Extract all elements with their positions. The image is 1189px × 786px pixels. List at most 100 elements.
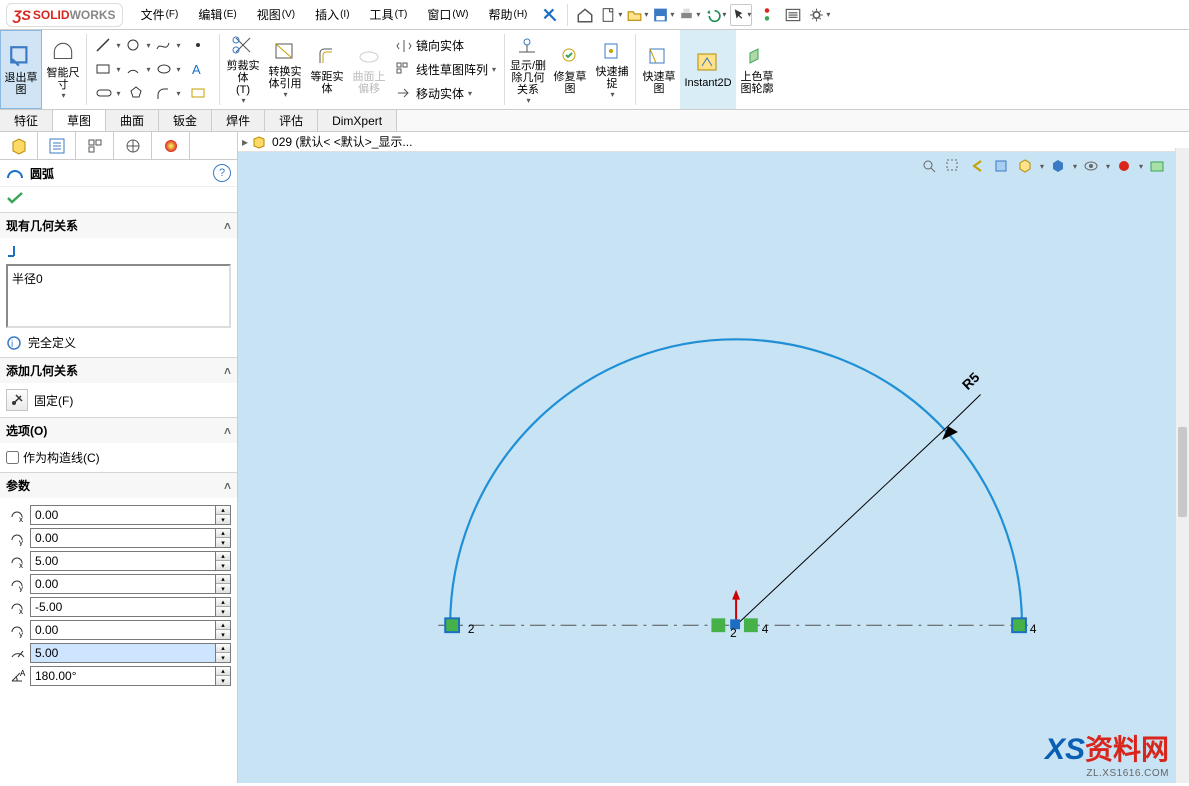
rapid-sketch-button[interactable]: 快速草图: [638, 30, 680, 109]
params-header[interactable]: 参数˄: [0, 473, 237, 498]
offset-button[interactable]: 等距实体: [306, 30, 348, 109]
param-spinner-2[interactable]: ▴▾: [216, 551, 231, 571]
tab-weldments[interactable]: 焊件: [212, 110, 265, 131]
move-button[interactable]: 移动实体▾: [396, 82, 496, 104]
linear-pattern-button[interactable]: 线性草图阵列▾: [396, 58, 496, 80]
zoom-fit-icon[interactable]: [919, 156, 939, 176]
circle-tool[interactable]: ▾: [125, 35, 151, 55]
scene-icon[interactable]: [1147, 156, 1167, 176]
gear-icon[interactable]: ▾: [808, 4, 830, 26]
menu-file[interactable]: 文件(F): [131, 0, 189, 30]
pin-icon[interactable]: [539, 4, 561, 26]
convert-button[interactable]: 转换实体引用▾: [264, 30, 306, 109]
svg-text:4: 4: [762, 622, 769, 636]
fully-defined-row: i 完全定义: [6, 332, 231, 353]
view-orient-icon[interactable]: [1015, 156, 1035, 176]
help-icon[interactable]: ?: [213, 164, 231, 182]
polygon-tool[interactable]: [125, 83, 151, 103]
tab-features[interactable]: 特征: [0, 110, 53, 131]
tab-sheetmetal[interactable]: 钣金: [159, 110, 212, 131]
menu-help[interactable]: 帮助(H): [478, 0, 537, 30]
section-view-icon[interactable]: [991, 156, 1011, 176]
param-input-3[interactable]: 0.00: [30, 574, 216, 594]
hide-show-icon[interactable]: [1081, 156, 1101, 176]
param-input-5[interactable]: 0.00: [30, 620, 216, 640]
zoom-area-icon[interactable]: [943, 156, 963, 176]
rectangle-tool[interactable]: ▾: [95, 59, 121, 79]
relations-list[interactable]: 半径0: [6, 264, 231, 328]
fixed-button[interactable]: 固定(F): [6, 389, 231, 411]
existing-relations-header[interactable]: 现有几何关系˄: [0, 213, 237, 238]
shaded-contour-button[interactable]: 上色草图轮廓: [736, 30, 778, 109]
param-spinner-0[interactable]: ▴▾: [216, 505, 231, 525]
plane-tool[interactable]: [185, 83, 211, 103]
graphics-canvas[interactable]: ▾ ▾ ▾ ▾ R5: [238, 152, 1175, 783]
exit-sketch-button[interactable]: 退出草图: [0, 30, 42, 109]
param-icon: y: [6, 622, 30, 638]
tab-dimxpert[interactable]: DimXpert: [318, 110, 397, 131]
panel-tab-feature[interactable]: [0, 132, 38, 159]
view-toolbar: ▾ ▾ ▾ ▾: [919, 156, 1167, 176]
construction-checkbox[interactable]: 作为构造线(C): [6, 447, 231, 468]
param-input-2[interactable]: 5.00: [30, 551, 216, 571]
panel-tab-appearance[interactable]: [152, 132, 190, 159]
menu-insert[interactable]: 插入(I): [305, 0, 359, 30]
home-icon[interactable]: [574, 4, 596, 26]
spline-tool[interactable]: ▾: [155, 35, 181, 55]
text-tool[interactable]: A: [185, 59, 211, 79]
print-icon[interactable]: ▾: [678, 4, 700, 26]
param-spinner-5[interactable]: ▴▾: [216, 620, 231, 640]
new-icon[interactable]: ▾: [600, 4, 622, 26]
options-header[interactable]: 选项(O)˄: [0, 418, 237, 443]
cursor-icon[interactable]: ▾: [730, 4, 752, 26]
svg-text:y: y: [19, 538, 23, 546]
panel-tab-property[interactable]: [38, 132, 76, 159]
param-spinner-6[interactable]: ▴▾: [216, 643, 231, 663]
tab-sketch[interactable]: 草图: [53, 110, 106, 131]
param-spinner-7[interactable]: ▴▾: [216, 666, 231, 686]
undo-icon[interactable]: ▾: [704, 4, 726, 26]
command-tabs: 特征 草图 曲面 钣金 焊件 评估 DimXpert: [0, 110, 1189, 132]
slot-tool[interactable]: ▾: [95, 83, 121, 103]
param-input-4[interactable]: -5.00: [30, 597, 216, 617]
param-spinner-1[interactable]: ▴▾: [216, 528, 231, 548]
instant2d-button[interactable]: Instant2D: [680, 30, 736, 109]
repair-sketch-button[interactable]: 修复草图: [549, 30, 591, 109]
show-relations-button[interactable]: 显示/删除几何关系▾: [507, 30, 549, 109]
menu-tools[interactable]: 工具(T): [360, 0, 418, 30]
panel-tab-dimxpert[interactable]: [114, 132, 152, 159]
menu-view[interactable]: 视图(V): [247, 0, 305, 30]
list-icon[interactable]: [782, 4, 804, 26]
prev-view-icon[interactable]: [967, 156, 987, 176]
menu-edit[interactable]: 编辑(E): [188, 0, 246, 30]
arc-tool[interactable]: ▾: [125, 59, 151, 79]
param-spinner-4[interactable]: ▴▾: [216, 597, 231, 617]
fillet-tool[interactable]: ▾: [155, 83, 181, 103]
param-input-0[interactable]: 0.00: [30, 505, 216, 525]
quick-snap-button[interactable]: 快速捕捉▾: [591, 30, 633, 109]
param-input-6[interactable]: 5.00: [30, 643, 216, 663]
trim-button[interactable]: 剪裁实体(T)▾: [222, 30, 264, 109]
save-icon[interactable]: ▾: [652, 4, 674, 26]
ellipse-tool[interactable]: ▾: [155, 59, 181, 79]
mirror-button[interactable]: 镜向实体: [396, 35, 496, 57]
add-relations-header[interactable]: 添加几何关系˄: [0, 358, 237, 383]
point-tool[interactable]: [185, 35, 211, 55]
line-tool[interactable]: ▾: [95, 35, 121, 55]
breadcrumb[interactable]: ▸ 029 (默认< <默认>_显示...: [238, 132, 1189, 152]
panel-tab-config[interactable]: [76, 132, 114, 159]
display-style-icon[interactable]: [1048, 156, 1068, 176]
menu-window[interactable]: 窗口(W): [417, 0, 478, 30]
tab-evaluate[interactable]: 评估: [265, 110, 318, 131]
appearance-icon[interactable]: [1114, 156, 1134, 176]
param-spinner-3[interactable]: ▴▾: [216, 574, 231, 594]
open-icon[interactable]: ▾: [626, 4, 648, 26]
main-area: 圆弧 ? 现有几何关系˄ 半径0 i 完全定义 添加几何关系˄ 固定(F): [0, 132, 1189, 783]
param-input-1[interactable]: 0.00: [30, 528, 216, 548]
tab-surface[interactable]: 曲面: [106, 110, 159, 131]
smart-dim-button[interactable]: 智能尺寸▾: [42, 30, 84, 109]
vertical-scrollbar[interactable]: [1175, 148, 1189, 783]
param-input-7[interactable]: 180.00°: [30, 666, 216, 686]
ok-icon[interactable]: [6, 191, 24, 205]
traffic-icon[interactable]: [756, 4, 778, 26]
